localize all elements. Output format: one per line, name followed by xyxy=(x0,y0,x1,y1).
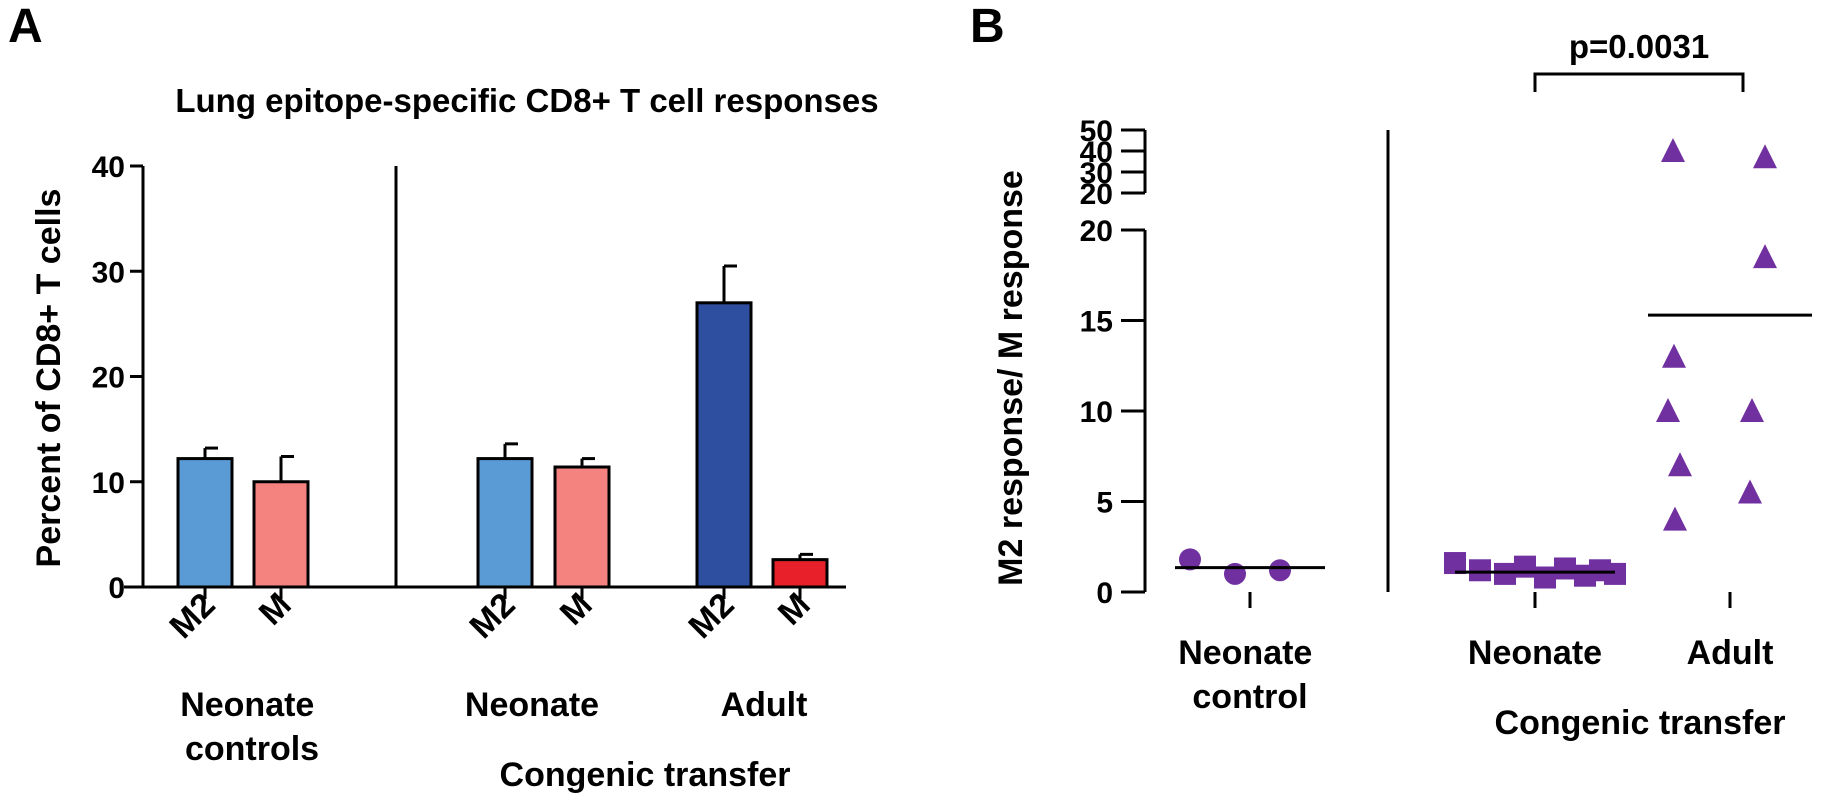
panel-a-supergroup-label: Congenic transfer xyxy=(500,756,791,794)
panel-b-y-tick-label: 5 xyxy=(1096,487,1113,520)
panel-a-bar xyxy=(695,301,753,589)
panel-a-group-adult: Adult xyxy=(721,686,808,724)
panel-b-point-square xyxy=(1469,559,1491,582)
panel-b-point-square xyxy=(1494,562,1516,585)
panel-a-category-labels: M2 M M2 M M2 M xyxy=(162,586,817,646)
panel-b-point-square xyxy=(1514,555,1536,578)
panel-b-point-triangle xyxy=(1656,398,1680,422)
panel-a-bar xyxy=(553,465,611,589)
panel-b-group-line: Neonate xyxy=(1178,634,1312,672)
panel-b-point-square xyxy=(1444,552,1466,575)
panel-a-category-label: M xyxy=(771,586,818,633)
panel-a-group-neonate-controls: Neonate controls xyxy=(180,686,324,768)
panel-a-category-label: M xyxy=(553,586,600,633)
panel-a-y-tick-label: 30 xyxy=(92,256,125,289)
panel-b-y-tick-label: 15 xyxy=(1080,306,1113,339)
panel-a-category-label: M2 xyxy=(681,586,741,646)
panel-b-group-line: control xyxy=(1192,678,1307,716)
panel-a-y-tick-label: 0 xyxy=(108,572,125,605)
panel-a-title: Lung epitope-specific CD8+ T cell respon… xyxy=(175,82,878,119)
panel-b-y-tick-label: 50 xyxy=(1080,115,1113,148)
panel-b-y-tick-label: 30 xyxy=(1080,157,1113,190)
panel-a-y-tick-label: 20 xyxy=(92,362,125,395)
panel-b-point-triangle xyxy=(1668,452,1692,477)
panel-a-bar xyxy=(252,480,310,589)
panel-b-point-triangle xyxy=(1740,398,1764,422)
panel-b-y-axis-label: M2 response/ M response xyxy=(992,170,1030,586)
panel-b-point-triangle xyxy=(1738,479,1762,504)
panel-b-supergroup-label: Congenic transfer xyxy=(1495,704,1786,742)
panel-a-group-line: controls xyxy=(185,730,319,768)
panel-b-point-square xyxy=(1554,557,1576,580)
panel-b-point-triangle xyxy=(1753,244,1777,269)
panel-b-y-tick-label: 10 xyxy=(1080,396,1113,429)
panel-b-point-square xyxy=(1604,562,1626,585)
panel-a-y-tick-label: 10 xyxy=(92,467,125,500)
panel-b-y-tick-label: 20 xyxy=(1080,178,1113,211)
panel-b-points xyxy=(1179,138,1777,589)
panel-a-y-tick-label: 40 xyxy=(92,151,125,184)
panel-b-group-neonate-control: Neonate control xyxy=(1178,634,1322,716)
panel-b-pvalue: p=0.0031 xyxy=(1569,28,1709,65)
panel-a-category-label: M xyxy=(252,586,299,633)
panel-b-point-triangle xyxy=(1661,138,1685,162)
panel-a-bar xyxy=(771,558,829,589)
panel-a-category-label: M2 xyxy=(462,586,522,646)
panel-b-letter: B xyxy=(970,0,1005,53)
panel-a-category-label: M2 xyxy=(162,586,222,646)
panel-b-y-tick-label: 0 xyxy=(1096,577,1113,610)
panel-b-group-adult: Adult xyxy=(1687,634,1774,672)
panel-b-significance-bracket xyxy=(1533,72,1745,92)
panel-b-group-neonate: Neonate xyxy=(1468,634,1602,672)
panel-b: B M2 response/ M response 05101520203040… xyxy=(970,0,1812,742)
panel-b-point-triangle xyxy=(1753,144,1777,169)
panel-a-bars xyxy=(176,264,829,599)
panel-b-point-circle xyxy=(1269,559,1291,582)
panel-a-letter: A xyxy=(8,0,43,53)
panel-b-point-circle xyxy=(1179,548,1201,571)
panel-a: A Lung epitope-specific CD8+ T cell resp… xyxy=(8,0,879,794)
panel-b-point-square xyxy=(1534,566,1556,589)
panel-b-point-triangle xyxy=(1663,506,1687,531)
panel-b-y-tick-label: 40 xyxy=(1080,136,1113,169)
panel-a-y-axis-label: Percent of CD8+ T cells xyxy=(30,189,68,568)
panel-b-y-tick-label: 20 xyxy=(1080,215,1113,248)
panel-a-y-axis: 0 10 20 30 40 xyxy=(92,151,145,605)
panel-a-group-line: Neonate xyxy=(180,686,314,724)
panel-b-x-ticks xyxy=(1248,592,1732,608)
panel-a-group-neonate: Neonate xyxy=(465,686,599,724)
panel-a-bar xyxy=(476,457,534,589)
panel-b-mean-lines xyxy=(1175,313,1812,574)
panel-a-bar xyxy=(176,457,234,589)
panel-b-point-triangle xyxy=(1662,343,1686,368)
